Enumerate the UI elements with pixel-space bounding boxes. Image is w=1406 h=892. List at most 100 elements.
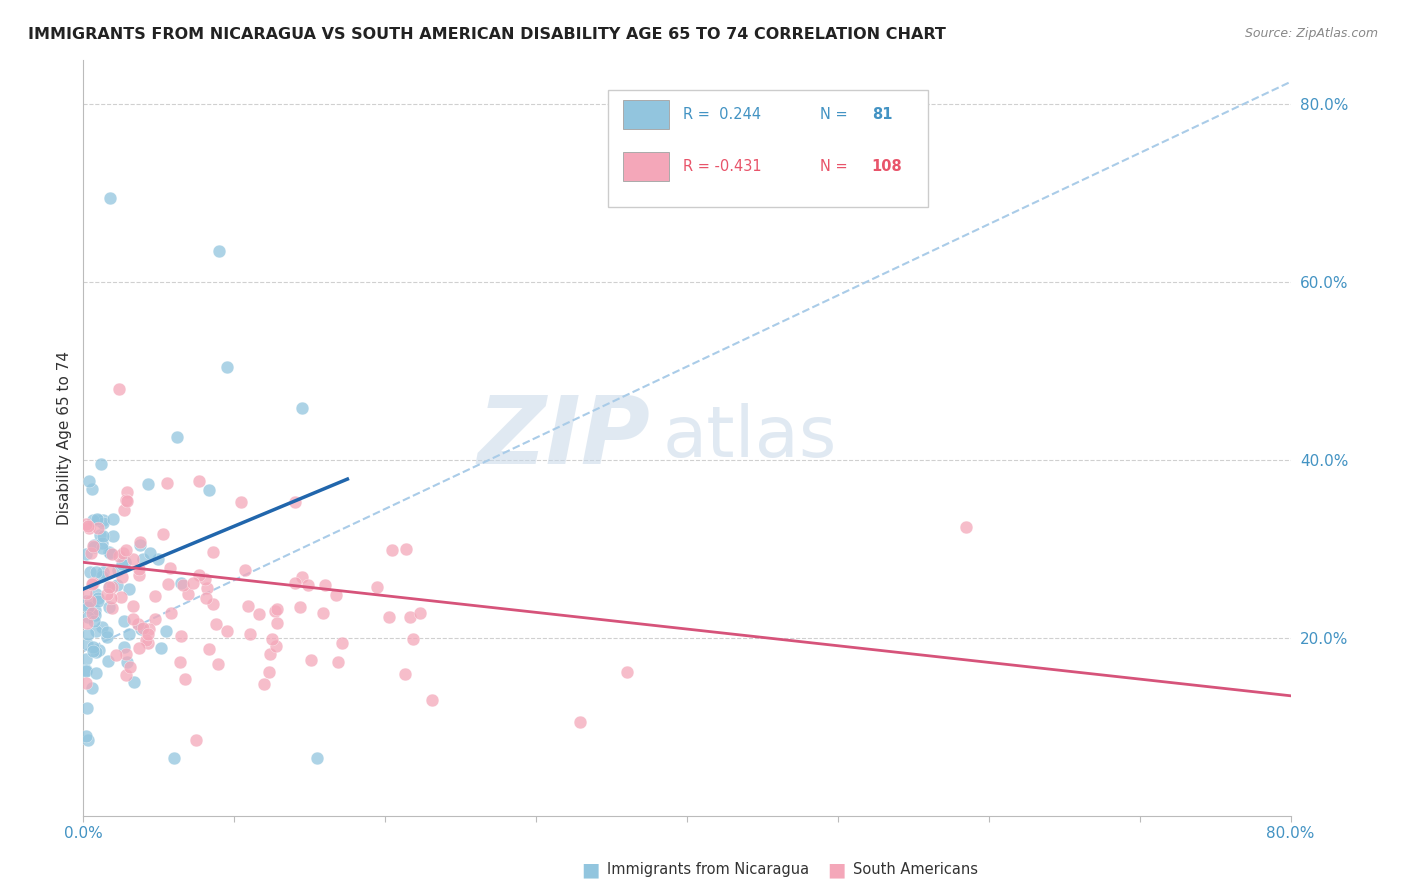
Point bbox=[128, 538, 150, 552]
Point bbox=[82, 512, 104, 526]
Point bbox=[568, 714, 591, 729]
Point bbox=[98, 600, 121, 615]
Point bbox=[96, 631, 118, 645]
FancyBboxPatch shape bbox=[623, 152, 669, 180]
Point bbox=[247, 607, 270, 622]
Point bbox=[75, 593, 97, 607]
Point bbox=[202, 545, 225, 559]
Point bbox=[128, 568, 150, 582]
Point bbox=[83, 607, 105, 622]
Point bbox=[326, 655, 349, 669]
Point bbox=[156, 476, 179, 491]
Point bbox=[82, 644, 104, 658]
Point bbox=[259, 648, 281, 662]
Point bbox=[139, 546, 162, 560]
Text: N =: N = bbox=[820, 159, 848, 174]
Point bbox=[420, 693, 443, 707]
Point bbox=[399, 610, 422, 624]
Point bbox=[80, 681, 103, 695]
Point bbox=[77, 518, 100, 533]
Point bbox=[76, 615, 98, 630]
Point bbox=[105, 648, 128, 662]
Point bbox=[177, 586, 200, 600]
Point bbox=[136, 477, 159, 491]
Point bbox=[76, 701, 98, 715]
Point bbox=[118, 660, 141, 674]
Point bbox=[394, 666, 416, 681]
Point bbox=[100, 190, 122, 204]
Point bbox=[75, 663, 97, 677]
Point bbox=[75, 664, 97, 678]
Point bbox=[80, 577, 103, 591]
Point bbox=[108, 549, 131, 563]
Point bbox=[160, 606, 183, 620]
Point bbox=[264, 604, 287, 618]
Point bbox=[195, 582, 218, 596]
Point bbox=[229, 495, 252, 509]
Point bbox=[112, 614, 135, 628]
Point bbox=[98, 546, 121, 560]
Point bbox=[325, 588, 347, 602]
Point bbox=[157, 577, 180, 591]
Point bbox=[215, 624, 238, 639]
Point bbox=[114, 648, 136, 662]
Point bbox=[311, 606, 333, 620]
Point bbox=[75, 676, 97, 690]
Point bbox=[87, 594, 110, 608]
Point bbox=[239, 627, 262, 641]
Point bbox=[163, 751, 186, 765]
Point bbox=[79, 599, 101, 613]
Point bbox=[128, 562, 150, 576]
Point bbox=[381, 543, 404, 558]
Point bbox=[93, 529, 115, 543]
Point bbox=[122, 599, 145, 613]
Point bbox=[107, 563, 129, 577]
Point bbox=[77, 626, 100, 640]
Point bbox=[409, 607, 432, 621]
Point bbox=[84, 603, 107, 617]
Point bbox=[98, 565, 121, 579]
Point bbox=[86, 587, 108, 601]
Point bbox=[264, 640, 287, 654]
Point bbox=[188, 568, 211, 582]
Point bbox=[101, 547, 124, 561]
Point bbox=[402, 632, 425, 647]
Point bbox=[96, 587, 118, 601]
Point bbox=[143, 612, 166, 626]
Point bbox=[314, 578, 336, 592]
Point bbox=[98, 545, 121, 559]
Point bbox=[75, 547, 97, 561]
Text: 108: 108 bbox=[872, 159, 903, 174]
Text: Source: ZipAtlas.com: Source: ZipAtlas.com bbox=[1244, 27, 1378, 40]
FancyBboxPatch shape bbox=[609, 90, 928, 207]
Point bbox=[82, 607, 104, 621]
Point bbox=[207, 657, 229, 671]
Point bbox=[121, 612, 143, 626]
Point bbox=[166, 430, 188, 444]
Point bbox=[79, 594, 101, 608]
Point bbox=[184, 733, 207, 747]
Text: 81: 81 bbox=[872, 107, 893, 122]
Point bbox=[100, 591, 122, 605]
Point bbox=[84, 666, 107, 681]
Text: ■: ■ bbox=[827, 860, 846, 880]
Point bbox=[132, 552, 155, 566]
Point bbox=[143, 589, 166, 603]
Point bbox=[118, 626, 141, 640]
Point bbox=[75, 652, 97, 666]
Point bbox=[291, 401, 314, 415]
Point bbox=[97, 655, 120, 669]
Point bbox=[101, 580, 124, 594]
Point bbox=[236, 599, 259, 613]
Text: R = -0.431: R = -0.431 bbox=[683, 159, 762, 174]
Point bbox=[112, 546, 135, 560]
Point bbox=[84, 645, 107, 659]
Point bbox=[84, 624, 107, 639]
Point bbox=[76, 637, 98, 651]
Point bbox=[114, 493, 136, 508]
Point bbox=[82, 539, 104, 553]
Point bbox=[122, 674, 145, 689]
Point bbox=[77, 600, 100, 615]
Point bbox=[115, 668, 138, 682]
Point bbox=[284, 495, 307, 509]
